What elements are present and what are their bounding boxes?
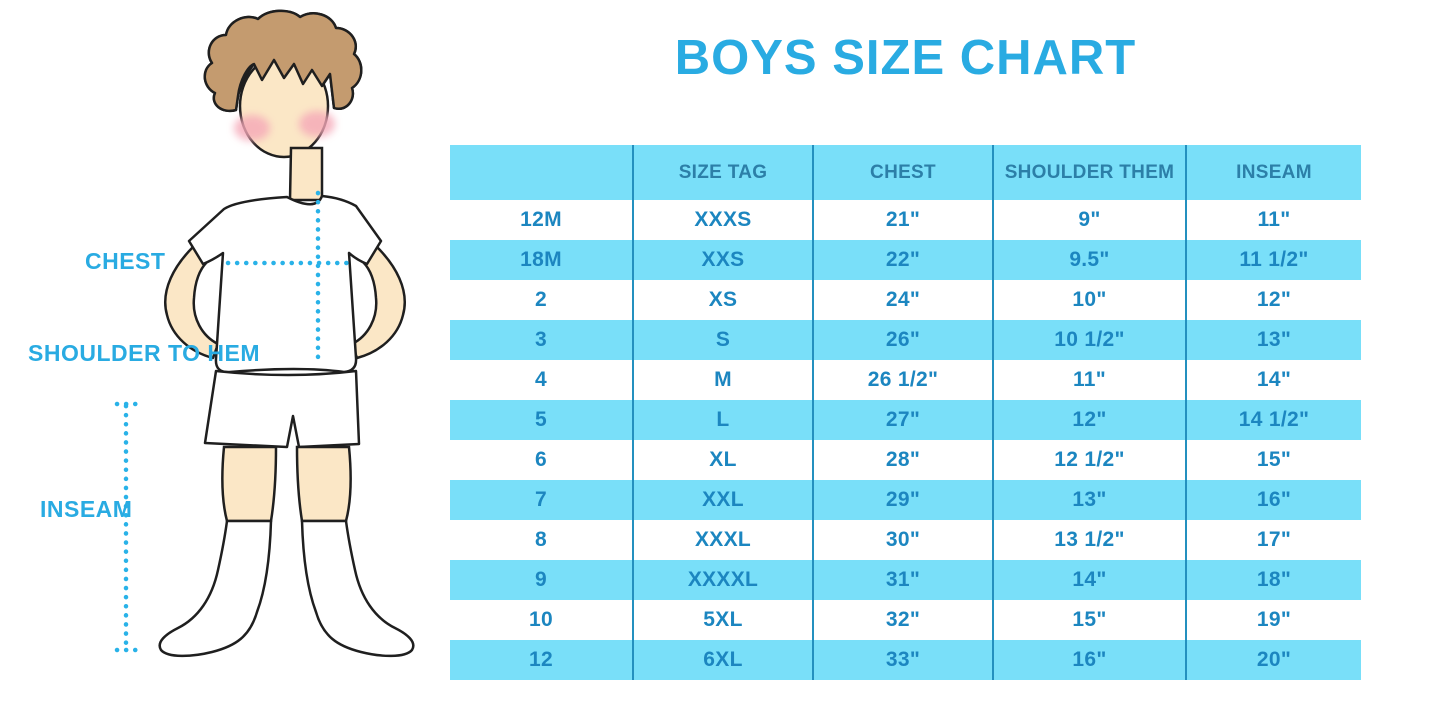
measurement-lines xyxy=(114,190,350,653)
column-header: SHOULDER THEM xyxy=(992,145,1185,200)
table-row: 10 5XL 32" 15" 19" xyxy=(450,600,1361,640)
table-cell: 5 xyxy=(535,408,547,431)
table-cell: 9 xyxy=(535,568,547,591)
table-cell: 22" xyxy=(812,240,992,280)
table-cell: 18M xyxy=(520,248,562,271)
chest-label: CHEST xyxy=(85,248,166,274)
table-cell: XXXS xyxy=(632,200,812,240)
table-cell: 6XL xyxy=(632,640,812,680)
page-title: BOYS SIZE CHART xyxy=(674,31,1137,85)
table-row: 4 M 26 1/2" 11" 14" xyxy=(450,360,1361,400)
boy-measurement-diagram xyxy=(114,9,415,658)
table-cell: 13 1/2" xyxy=(992,520,1185,560)
table-row: 8 XXXL 30" 13 1/2" 17" xyxy=(450,520,1361,560)
table-cell: 18" xyxy=(1185,560,1361,600)
table-cell: 12" xyxy=(1185,280,1361,320)
table-row: 5 L 27" 12" 14 1/2" xyxy=(450,400,1361,440)
table-cell: XL xyxy=(632,440,812,480)
table-cell: 16" xyxy=(1185,480,1361,520)
table-cell: 30" xyxy=(812,520,992,560)
table-row: 12 6XL 33" 16" 20" xyxy=(450,640,1361,680)
table-cell: 13" xyxy=(992,480,1185,520)
table-cell: 6 xyxy=(535,448,547,471)
table-cell: 12M xyxy=(520,208,562,231)
bangs xyxy=(203,9,363,113)
table-cell: M xyxy=(632,360,812,400)
table-cell: XXS xyxy=(632,240,812,280)
table-row: 3 S 26" 10 1/2" 13" xyxy=(450,320,1361,360)
table-cell: 21" xyxy=(812,200,992,240)
table-cell: 5XL xyxy=(632,600,812,640)
table-row: 7 XXL 29" 13" 16" xyxy=(450,480,1361,520)
table-cell: 19" xyxy=(1185,600,1361,640)
table-cell: 10 xyxy=(529,608,553,631)
table-cell: 26 1/2" xyxy=(812,360,992,400)
table-row: 12M XXXS 21" 9" 11" xyxy=(450,200,1361,240)
table-cell: 15" xyxy=(992,600,1185,640)
right-sock xyxy=(300,519,415,658)
table-cell: 17" xyxy=(1185,520,1361,560)
table-cell: S xyxy=(632,320,812,360)
t-shirt xyxy=(187,194,383,374)
column-header xyxy=(450,145,632,200)
size-table: SIZE TAG CHEST SHOULDER THEM INSEAM 12M XXXS… xyxy=(450,145,1361,680)
table-cell: 4 xyxy=(535,368,547,391)
table-cell: XXXXL xyxy=(632,560,812,600)
table-cell: 16" xyxy=(992,640,1185,680)
table-cell: 11" xyxy=(1185,200,1361,240)
table-cell: 32" xyxy=(812,600,992,640)
table-cell: 11" xyxy=(992,360,1185,400)
table-cell: L xyxy=(632,400,812,440)
shorts xyxy=(203,369,361,449)
table-row: 18M XXS 22" 9.5" 11 1/2" xyxy=(450,240,1361,280)
table-cell: 15" xyxy=(1185,440,1361,480)
inseam-label: INSEAM xyxy=(40,496,133,522)
table-cell: 11 1/2" xyxy=(1185,240,1361,280)
table-cell: 14" xyxy=(1185,360,1361,400)
table-cell: 26" xyxy=(812,320,992,360)
table-cell: 27" xyxy=(812,400,992,440)
table-cell: XS xyxy=(632,280,812,320)
table-cell: 24" xyxy=(812,280,992,320)
table-cell: 2 xyxy=(535,288,547,311)
table-cell: 10 1/2" xyxy=(992,320,1185,360)
table-body: 12M XXXS 21" 9" 11" 18M XXS 22" 9.5" 11 1/2" 2 XS 24… xyxy=(450,200,1361,680)
table-row: 9 XXXXL 31" 14" 18" xyxy=(450,560,1361,600)
table-cell: 33" xyxy=(812,640,992,680)
table-cell: 9.5" xyxy=(992,240,1185,280)
column-header: SIZE TAG xyxy=(632,145,812,200)
left-leg xyxy=(221,445,278,523)
right-cheek xyxy=(299,111,335,137)
table-cell: XXL xyxy=(632,480,812,520)
column-header: INSEAM xyxy=(1185,145,1361,200)
table-cell: XXXL xyxy=(632,520,812,560)
table-cell: 12 1/2" xyxy=(992,440,1185,480)
table-cell: 14 1/2" xyxy=(1185,400,1361,440)
table-cell: 12 xyxy=(529,648,553,671)
table-cell: 7 xyxy=(535,488,547,511)
table-cell: 8 xyxy=(535,528,547,551)
left-arm xyxy=(164,245,220,360)
left-cheek xyxy=(234,115,270,141)
table-cell: 28" xyxy=(812,440,992,480)
column-header: CHEST xyxy=(812,145,992,200)
table-header-row: SIZE TAG CHEST SHOULDER THEM INSEAM xyxy=(450,145,1361,200)
shoulder-to-hem-label: SHOULDER TO HEM xyxy=(28,340,260,366)
table-cell: 3 xyxy=(535,328,547,351)
left-sock xyxy=(158,519,273,658)
right-leg xyxy=(295,445,352,523)
table-row: 6 XL 28" 12 1/2" 15" xyxy=(450,440,1361,480)
table-cell: 31" xyxy=(812,560,992,600)
table-cell: 9" xyxy=(992,200,1185,240)
table-cell: 14" xyxy=(992,560,1185,600)
table-cell: 29" xyxy=(812,480,992,520)
table-row: 2 XS 24" 10" 12" xyxy=(450,280,1361,320)
table-cell: 20" xyxy=(1185,640,1361,680)
table-cell: 12" xyxy=(992,400,1185,440)
table-cell: 10" xyxy=(992,280,1185,320)
right-arm xyxy=(350,245,406,360)
table-cell: 13" xyxy=(1185,320,1361,360)
